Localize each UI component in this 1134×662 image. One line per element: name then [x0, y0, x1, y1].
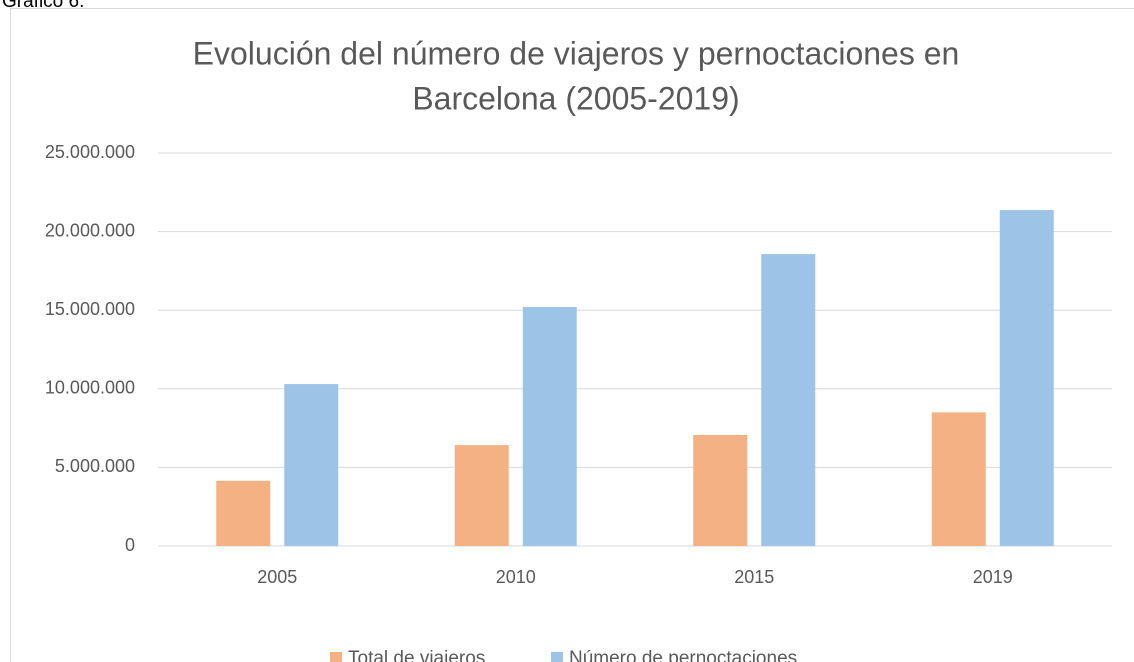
- legend-swatch: [551, 652, 563, 662]
- y-tick-label: 10.000.000: [45, 378, 135, 398]
- y-tick-label: 5.000.000: [55, 456, 135, 476]
- bar: [999, 210, 1054, 546]
- chart-title: Evolución del número de viajeros y perno…: [193, 35, 960, 71]
- bar: [761, 254, 816, 547]
- x-tick-label: 2019: [973, 567, 1013, 587]
- x-tick-label: 2015: [734, 567, 774, 587]
- bar: [522, 307, 577, 546]
- bar: [931, 412, 986, 546]
- legend-label: Total de viajeros: [348, 648, 485, 662]
- y-tick-label: 20.000.000: [45, 220, 135, 240]
- bar: [284, 384, 339, 546]
- x-tick-label: 2005: [257, 567, 297, 587]
- x-tick-label: 2010: [496, 567, 536, 587]
- y-tick-label: 25.000.000: [45, 142, 135, 162]
- legend-label: Número de pernoctaciones: [569, 648, 797, 662]
- bar: [693, 435, 748, 546]
- chart-title: Barcelona (2005-2019): [412, 80, 739, 116]
- legend-swatch: [330, 652, 342, 662]
- caption: Gráfico 6.: [2, 0, 84, 12]
- y-tick-label: 15.000.000: [45, 299, 135, 319]
- bar: [216, 480, 271, 546]
- y-tick-label: 0: [125, 535, 135, 555]
- bar: [454, 445, 509, 546]
